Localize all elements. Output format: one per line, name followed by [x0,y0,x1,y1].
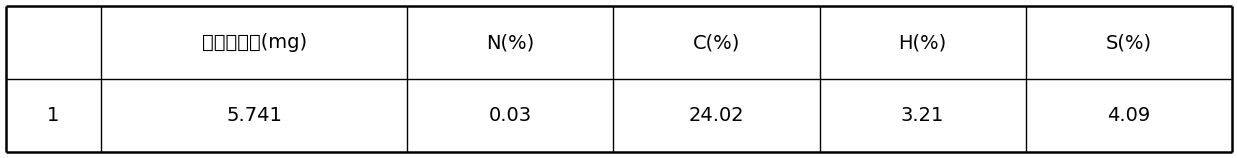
Text: 1: 1 [47,106,59,125]
Text: 0.03: 0.03 [489,106,532,125]
Text: 3.21: 3.21 [901,106,945,125]
Text: 4.09: 4.09 [1107,106,1150,125]
Text: 5.741: 5.741 [227,106,282,125]
Text: S(%): S(%) [1106,33,1151,52]
Text: N(%): N(%) [487,33,535,52]
Text: C(%): C(%) [693,33,740,52]
Text: H(%): H(%) [899,33,947,52]
Text: 24.02: 24.02 [688,106,744,125]
Text: 样品的质量(mg): 样品的质量(mg) [202,33,307,52]
